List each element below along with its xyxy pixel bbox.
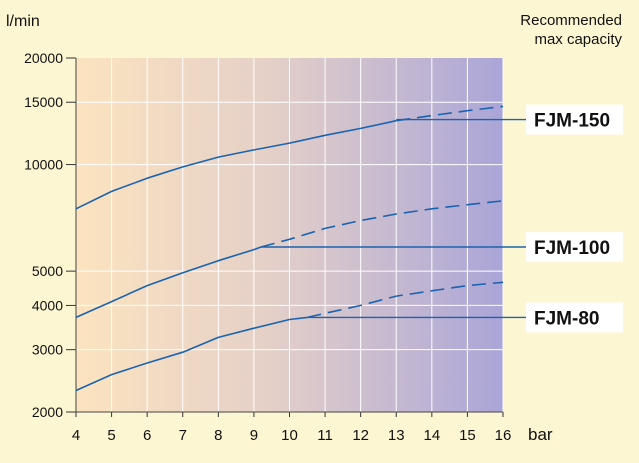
x-tick-label: 4 <box>72 427 80 444</box>
y-tick-label: 4000 <box>32 297 63 313</box>
recommended-annotation-line2: max capacity <box>534 31 622 48</box>
x-tick-label: 14 <box>423 427 440 444</box>
labels: FJM-150 FJM-100 FJM-80 <box>526 104 623 333</box>
y-tick-label: 3000 <box>32 342 63 358</box>
x-tick-label: 8 <box>214 427 222 444</box>
y-tick-label: 10000 <box>24 157 63 173</box>
x-tick-label: 12 <box>352 427 369 444</box>
x-axis-label: bar <box>528 425 553 444</box>
series <box>75 105 526 392</box>
series-label-fjm-150: FJM-150 <box>534 111 610 132</box>
x-tick-label: 6 <box>143 427 151 444</box>
grid <box>76 58 504 412</box>
series-line-fjm-150 <box>75 119 397 210</box>
axes: 4 5 6 7 8 9 10 11 12 13 14 15 16 2000 3000 4000 5000 1000… <box>24 50 511 444</box>
series-label-fjm-100: FJM-100 <box>534 238 610 259</box>
series-line-fjm-100 <box>75 246 262 319</box>
x-tick-label: 11 <box>317 427 333 444</box>
x-tick-label: 10 <box>281 427 298 444</box>
x-tick-label: 7 <box>179 427 187 444</box>
x-tick-label: 9 <box>250 427 258 444</box>
x-tick-label: 13 <box>388 427 405 444</box>
recommended-annotation-line1: Recommended <box>520 12 622 29</box>
series-line-fjm-80 <box>75 316 308 392</box>
y-axis-label: l/min <box>6 13 40 30</box>
x-tick-label: 5 <box>107 427 115 444</box>
series-label-box-fjm-150 <box>526 104 623 135</box>
y-tick-label: 15000 <box>24 94 63 110</box>
series-dashed-fjm-150 <box>396 105 504 122</box>
y-tick-label: 20000 <box>24 50 63 66</box>
series-label-fjm-80: FJM-80 <box>534 308 599 329</box>
series-label-box-fjm-80 <box>526 302 623 333</box>
y-tick-label: 5000 <box>32 263 63 279</box>
series-dashed-fjm-80 <box>307 281 504 319</box>
series-label-box-fjm-100 <box>526 231 623 262</box>
x-tick-label: 16 <box>495 427 512 444</box>
x-tick-label: 15 <box>459 427 476 444</box>
y-tick-label: 2000 <box>32 404 63 420</box>
